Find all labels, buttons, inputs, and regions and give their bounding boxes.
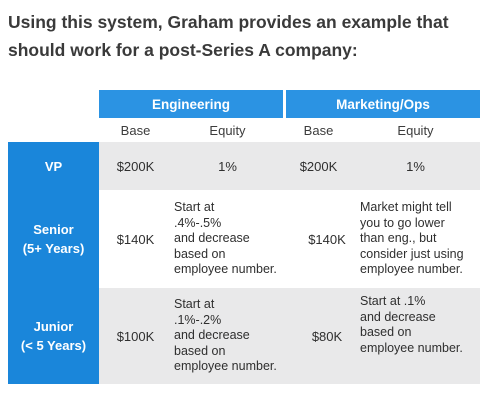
subheader-eng-base: Base [120, 122, 151, 138]
group-header-marketing-ops: Marketing/Ops [286, 90, 480, 118]
junior-mkt-equity: Start at .1% and decrease based on emplo… [360, 294, 463, 355]
subheader-mkt-base: Base [303, 122, 334, 138]
junior-eng-base: $100K [116, 328, 155, 344]
vp-mkt-base: $200K [299, 158, 338, 174]
row-senior-background [99, 190, 480, 288]
row-label-vp: VP [8, 142, 99, 190]
subheader-mkt-equity: Equity [397, 122, 434, 138]
group-header-engineering: Engineering [99, 90, 283, 118]
senior-mkt-base: $140K [308, 231, 346, 247]
senior-eng-base: $140K [116, 231, 155, 247]
vp-eng-equity: 1% [218, 158, 237, 174]
compensation-table: Engineering Marketing/Ops Base Equity Ba… [8, 90, 480, 384]
senior-mkt-equity: Market might tell you to go lower than e… [360, 200, 464, 277]
row-label-senior: Senior (5+ Years) [8, 190, 99, 288]
vp-mkt-equity: 1% [406, 158, 425, 174]
vp-eng-base: $200K [116, 158, 155, 174]
row-vp-background [99, 142, 480, 190]
senior-eng-equity: Start at .4%-.5% and decrease based on e… [174, 200, 277, 277]
row-label-junior: Junior (< 5 Years) [8, 288, 99, 384]
junior-mkt-base: $80K [311, 328, 343, 344]
junior-eng-equity: Start at .1%-.2% and decrease based on e… [174, 297, 277, 374]
subheader-eng-equity: Equity [209, 122, 246, 138]
row-junior-background [99, 288, 480, 384]
intro-text: Using this system, Graham provides an ex… [8, 12, 449, 60]
